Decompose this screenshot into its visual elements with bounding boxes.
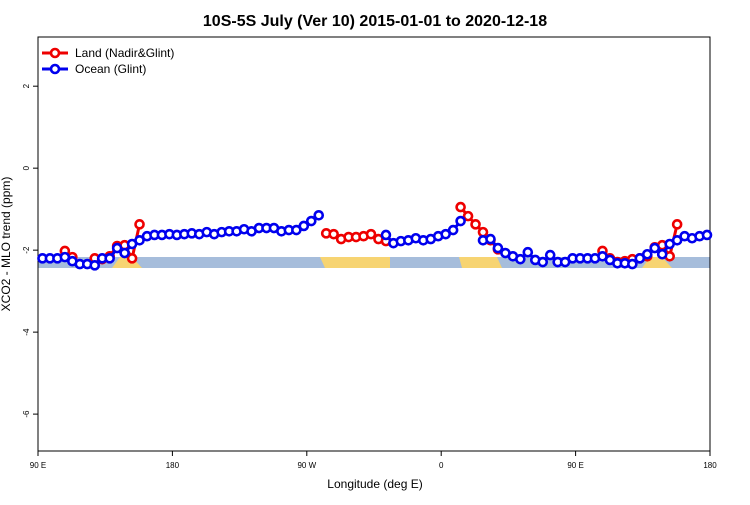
data-point [104,253,115,264]
data-point [298,220,310,232]
plot-frame [37,36,711,452]
data-point [649,242,661,254]
legend-marker [49,47,61,59]
data-point [515,253,526,265]
data-point [477,226,489,238]
data-point [291,224,302,236]
x-tick-label: 90 E [30,461,46,470]
chart-title: 10S-5S July (Ver 10) 2015-01-01 to 2020-… [203,13,547,30]
y-axis-label: XCO2 - MLO trend (ppm) [0,177,13,312]
land-band [320,257,390,268]
data-point [701,229,713,241]
data-point [544,249,556,261]
data-point [126,253,138,264]
data-point [455,201,466,213]
data-point [671,219,683,230]
data-point [537,256,549,268]
data-point [89,260,101,271]
data-point [440,228,451,240]
x-tick-label: 180 [703,461,717,470]
data-point [470,219,481,230]
y-tick-label: 0 [22,165,31,170]
data-point [656,248,668,260]
y-tick-label: -6 [22,410,31,418]
x-tick-label: 90 W [297,461,316,470]
data-point [111,242,123,254]
data-point [134,219,145,230]
data-point [134,235,145,246]
data-point [641,248,653,260]
y-tick-label: 2 [22,83,31,88]
data-point [380,229,392,241]
surface-band [38,257,710,268]
x-axis-label: Longitude (deg E) [327,477,422,491]
data-point [634,253,646,264]
y-tick-label: -4 [22,328,31,336]
legend-marker [49,63,61,75]
x-tick-label: 0 [439,461,444,470]
data-point [627,258,638,270]
data-point [447,224,459,236]
legend-label: Ocean (Glint) [75,62,146,76]
data-point [462,210,474,222]
x-tick-label: 90 E [567,461,583,470]
data-point [522,246,534,258]
data-point [492,242,504,254]
data-point [671,235,683,246]
data-point [485,233,496,245]
data-point [313,210,325,221]
x-tick-label: 180 [166,461,180,470]
data-point [119,247,130,259]
y-tick-label: -2 [22,246,31,254]
legend-label: Land (Nadir&Glint) [75,46,174,60]
data-point [455,215,466,227]
land-band [459,257,502,268]
data-point [305,215,317,227]
data-point [365,228,377,240]
data-point [59,251,71,263]
data-point [328,228,339,240]
